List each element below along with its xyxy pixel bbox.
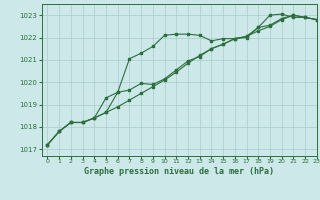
X-axis label: Graphe pression niveau de la mer (hPa): Graphe pression niveau de la mer (hPa)	[84, 167, 274, 176]
